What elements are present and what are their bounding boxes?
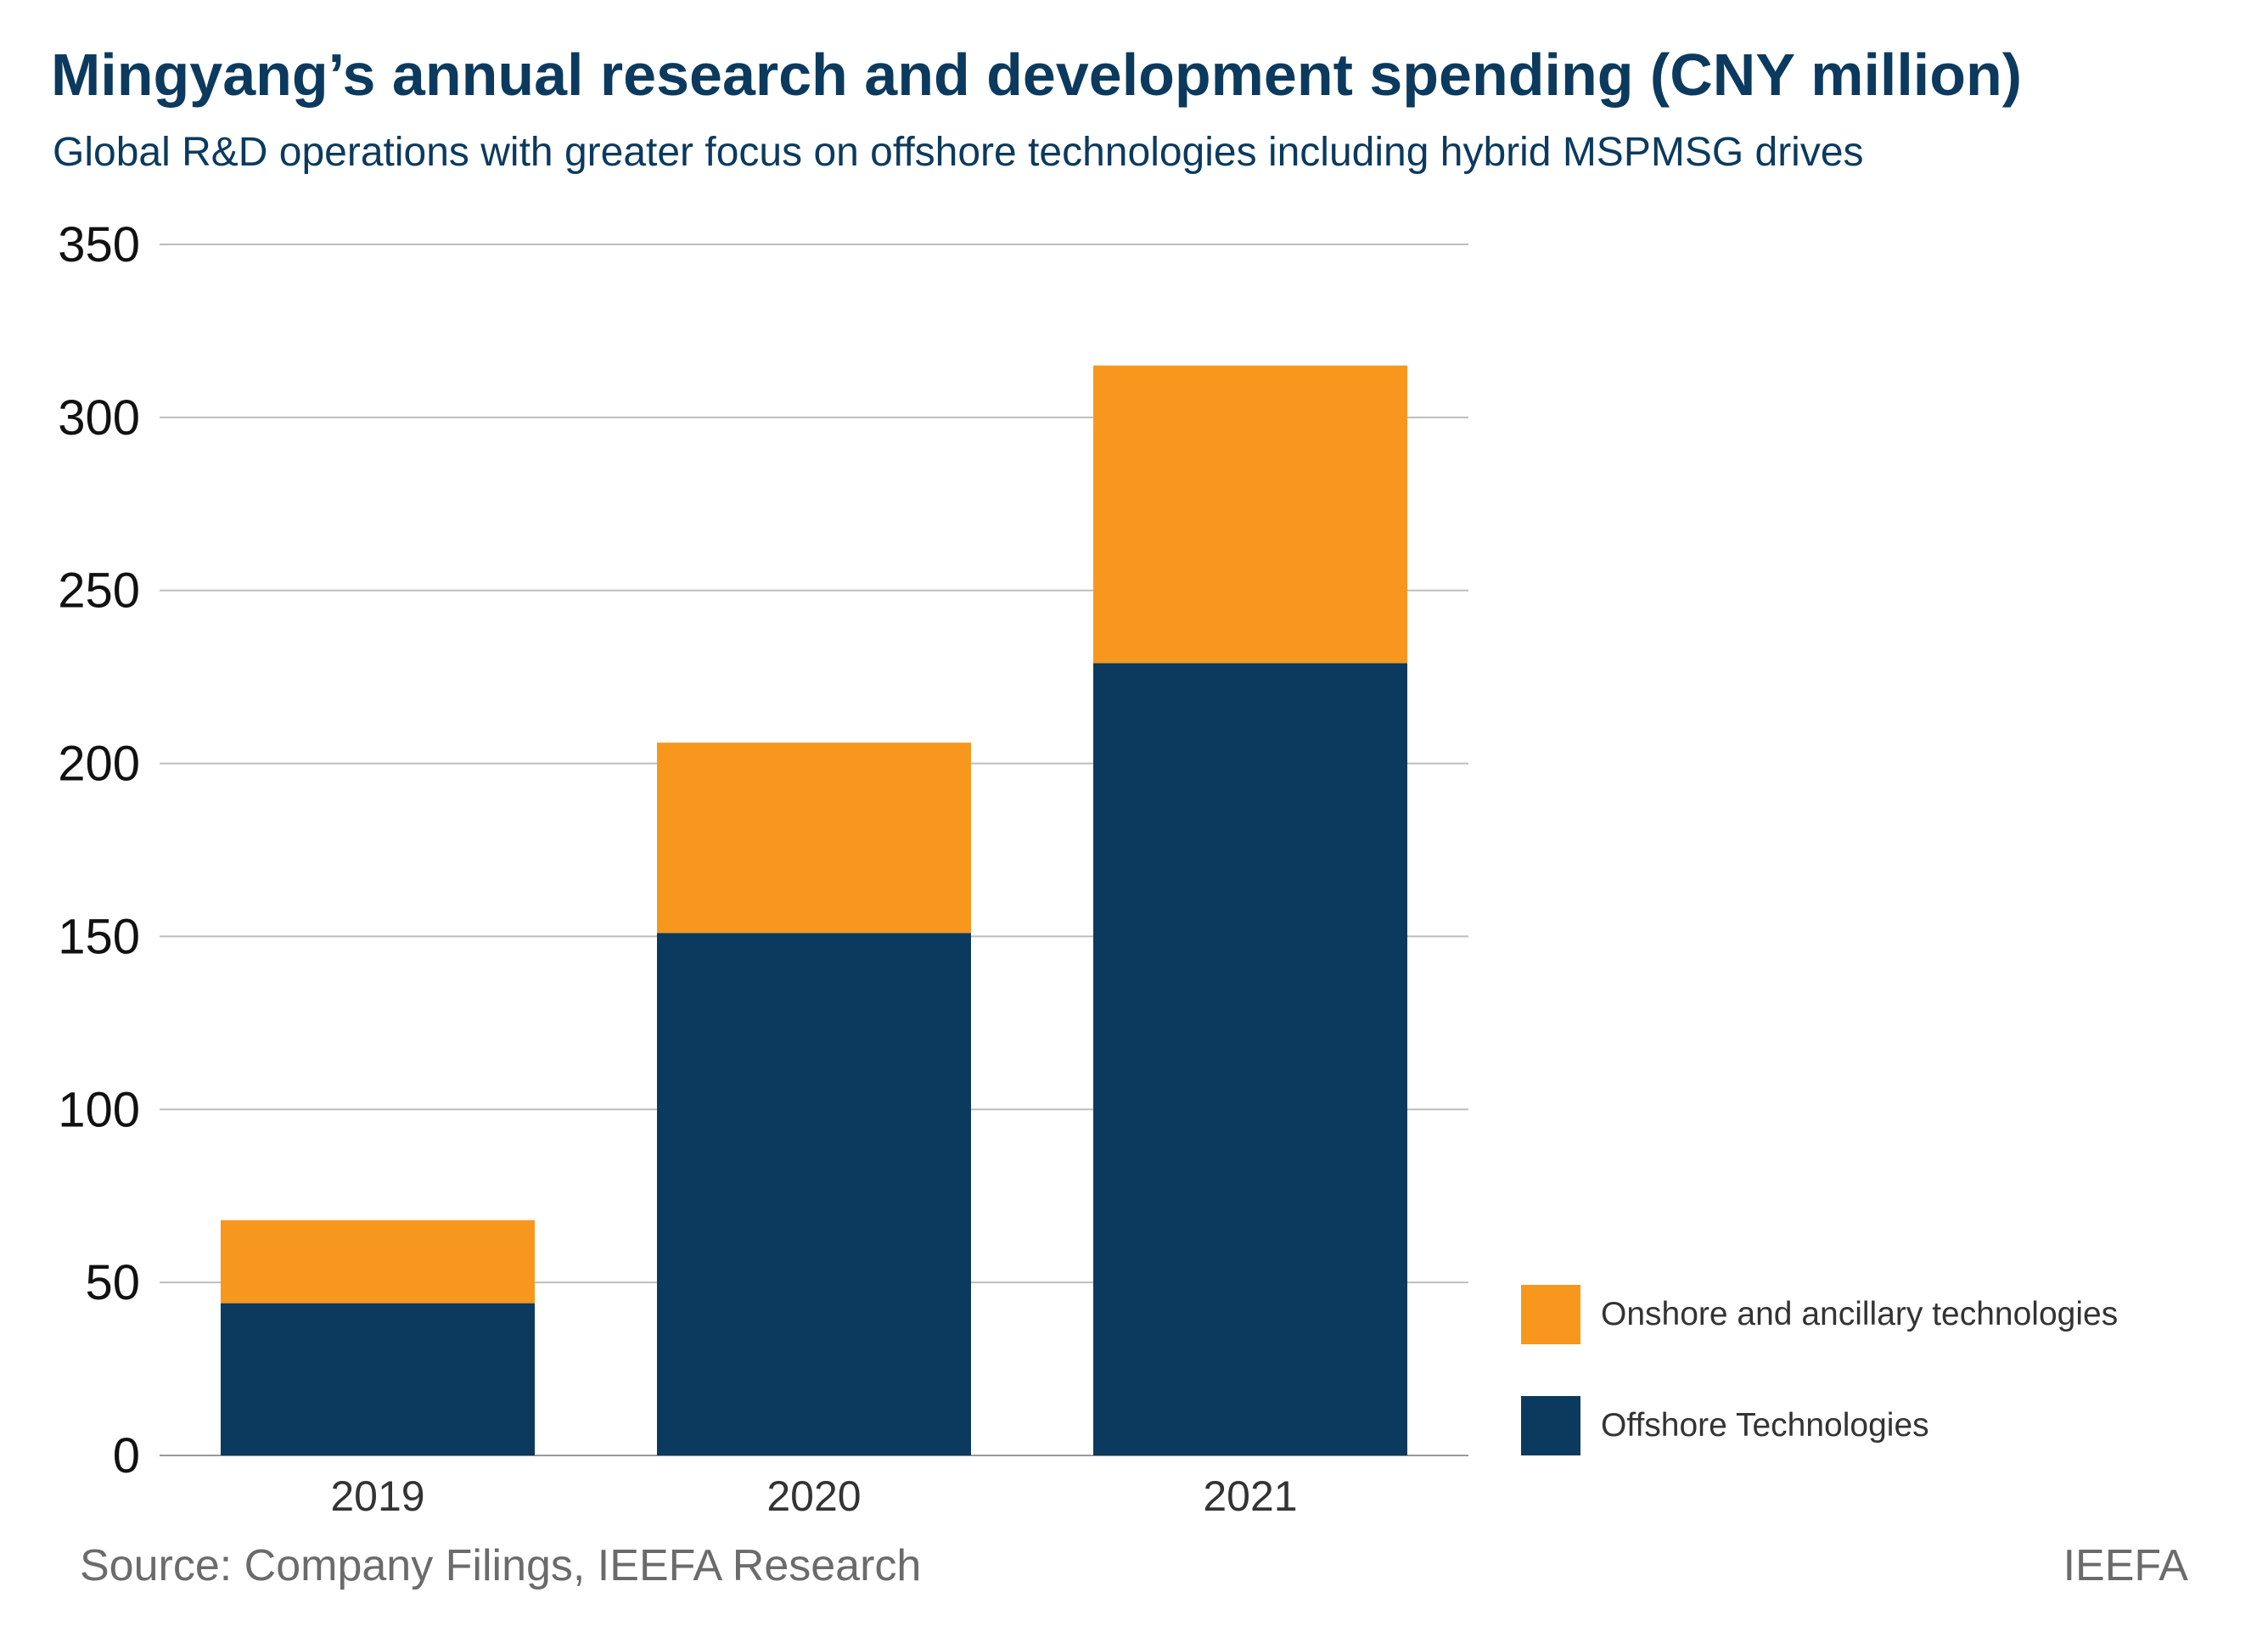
bar-onshore-2021: [1093, 365, 1407, 664]
y-tick-label: 300: [58, 390, 140, 446]
y-tick-label: 200: [58, 737, 140, 792]
x-tick-label: 2020: [766, 1472, 861, 1520]
x-tick-label: 2019: [330, 1472, 424, 1520]
source-note: Source: Company Filings, IEEFA Research: [80, 1541, 922, 1590]
brand-label: IEEFA: [2063, 1541, 2188, 1590]
legend-swatch-offshore: [1521, 1396, 1580, 1455]
bar-onshore-2020: [657, 743, 971, 934]
legend-swatch-onshore: [1521, 1285, 1580, 1344]
y-tick-label: 0: [113, 1428, 140, 1483]
bar-offshore-2020: [657, 933, 971, 1455]
bar-offshore-2021: [1093, 663, 1407, 1455]
legend-item-onshore: Onshore and ancillary technologies: [1521, 1285, 2118, 1344]
legend-label-offshore: Offshore Technologies: [1601, 1407, 1929, 1444]
y-tick-label: 100: [58, 1082, 140, 1137]
y-tick-label: 350: [58, 217, 140, 272]
y-tick-label: 250: [58, 564, 140, 619]
legend-item-offshore: Offshore Technologies: [1521, 1396, 1929, 1455]
chart-subtitle: Global R&D operations with greater focus…: [53, 130, 1864, 175]
y-tick-label: 150: [58, 909, 140, 964]
y-tick-label: 50: [85, 1255, 140, 1310]
x-tick-label: 2021: [1203, 1472, 1297, 1520]
bar-onshore-2019: [221, 1220, 535, 1304]
legend-label-onshore: Onshore and ancillary technologies: [1601, 1296, 2119, 1332]
chart-title: Mingyang’s annual research and developme…: [51, 42, 2023, 108]
bar-offshore-2019: [221, 1303, 535, 1455]
